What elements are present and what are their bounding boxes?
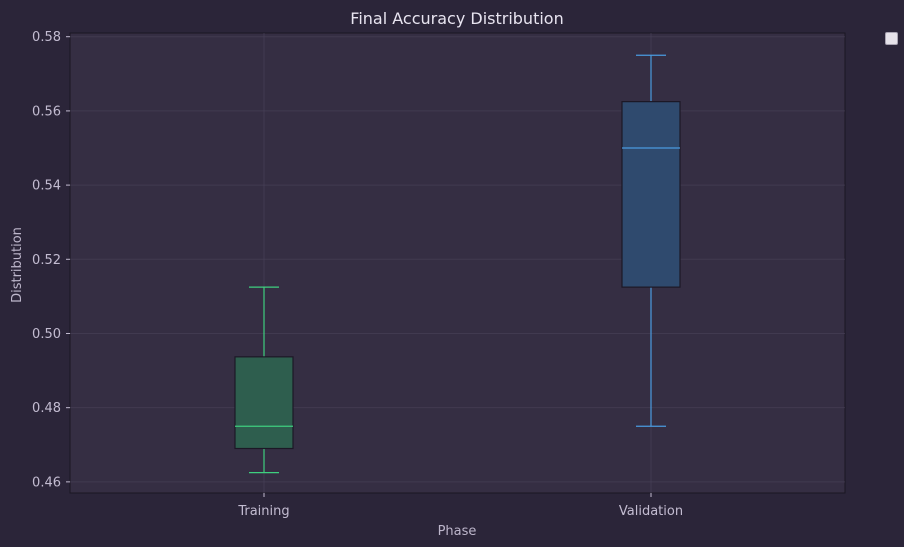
plot-area xyxy=(69,32,846,494)
x-axis-label: Phase xyxy=(438,524,477,539)
y-axis-label: Distribution xyxy=(10,227,25,303)
box-series xyxy=(234,54,681,474)
iqr-box xyxy=(234,356,294,450)
y-tick-label: 0.48 xyxy=(32,401,61,416)
chart-title: Final Accuracy Distribution xyxy=(350,9,563,28)
box-training xyxy=(234,286,294,474)
legend-handle[interactable] xyxy=(885,32,898,45)
y-tick-label: 0.52 xyxy=(32,253,61,268)
y-tick-label: 0.58 xyxy=(32,30,61,45)
y-tick-label: 0.50 xyxy=(32,327,61,342)
y-tick-label: 0.46 xyxy=(32,475,61,490)
x-tick-label: Training xyxy=(237,504,289,519)
iqr-box xyxy=(621,101,681,288)
x-tick-label: Validation xyxy=(619,504,683,519)
y-tick-label: 0.56 xyxy=(32,104,61,119)
box-validation xyxy=(621,54,681,427)
y-tick-label: 0.54 xyxy=(32,179,61,194)
y-axis-ticks: 0.46 0.48 0.50 0.52 0.54 0.56 0.58 xyxy=(32,30,70,490)
x-axis-ticks: Training Validation xyxy=(237,493,683,519)
